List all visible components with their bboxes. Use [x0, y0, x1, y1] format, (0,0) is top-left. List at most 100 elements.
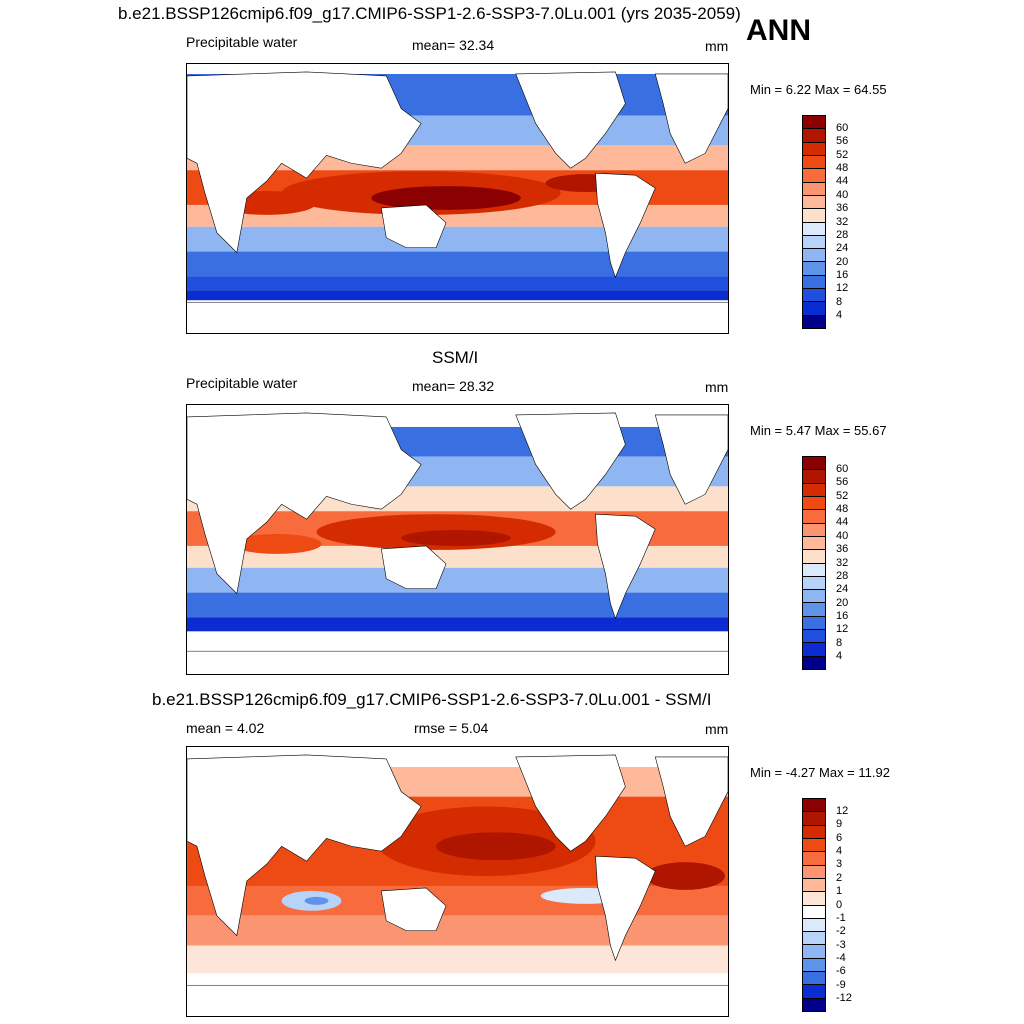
colorbar-tick-label: 8 [836, 295, 843, 308]
colorbar-swatch [803, 998, 825, 1011]
colorbar-tick-label: 16 [836, 269, 849, 281]
panel3-colorbar [802, 798, 826, 1012]
colorbar-swatch [803, 275, 825, 290]
colorbar-tick-label: 40 [836, 188, 849, 201]
colorbar-tick-label: 12 [836, 804, 849, 817]
colorbar-swatch [803, 262, 825, 276]
colorbar-tick-label: -3 [836, 938, 846, 951]
colorbar-tick-label: -6 [836, 965, 846, 978]
panel1-minmax: Min = 6.22 Max = 64.55 [750, 82, 887, 97]
colorbar-tick-label: 0 [836, 898, 843, 911]
panel2-minmax: Min = 5.47 Max = 55.67 [750, 423, 887, 438]
colorbar-tick-label: 2 [836, 871, 843, 884]
colorbar-tick-label: 48 [836, 503, 849, 515]
colorbar-swatch [803, 865, 825, 879]
colorbar-tick-label: 36 [836, 543, 849, 556]
season-label: ANN [746, 14, 811, 47]
colorbar-swatch [803, 315, 825, 328]
colorbar-tick-label: -1 [836, 911, 846, 924]
panel2-colorbar [802, 456, 826, 670]
colorbar-swatch [803, 129, 825, 143]
colorbar-tick-label: -2 [836, 925, 846, 938]
panel1-mean-label: mean= 32.34 [412, 37, 495, 53]
colorbar-tick-label: 32 [836, 556, 849, 569]
colorbar-tick-label: 52 [836, 489, 849, 502]
panel1-units-label: mm [705, 38, 729, 54]
colorbar-swatch [803, 209, 825, 223]
colorbar-tick-label: 44 [836, 175, 849, 188]
colorbar-tick-label: 1 [836, 885, 843, 898]
colorbar-swatch [803, 302, 825, 316]
panel3-rmse-label: rmse = 5.04 [414, 720, 489, 736]
colorbar-swatch [803, 812, 825, 826]
panel2-title: SSM/I [432, 348, 479, 367]
colorbar-tick-label: 20 [836, 596, 849, 609]
colorbar-swatch [803, 643, 825, 657]
colorbar-tick-label: 40 [836, 529, 849, 542]
panel3-map [186, 746, 729, 1017]
colorbar-tick-label: -4 [836, 952, 846, 964]
colorbar-swatch [803, 249, 825, 263]
colorbar-tick-label: 4 [836, 650, 843, 663]
colorbar-tick-label: 24 [836, 583, 849, 596]
colorbar-swatch [803, 972, 825, 986]
colorbar-swatch [803, 483, 825, 497]
colorbar-swatch [803, 878, 825, 893]
colorbar-swatch [803, 563, 825, 577]
panel3-mean-label: mean = 4.02 [186, 720, 265, 736]
colorbar-tick-label: -12 [836, 992, 852, 1005]
colorbar-swatch [803, 182, 825, 196]
colorbar-swatch [803, 852, 825, 866]
colorbar-swatch [803, 630, 825, 644]
colorbar-tick-label: 36 [836, 202, 849, 215]
colorbar-tick-label: 60 [836, 121, 849, 134]
panel1-map [186, 63, 729, 334]
panel2-map [186, 404, 729, 675]
colorbar-tick-label: 28 [836, 569, 849, 582]
colorbar-tick-label: 32 [836, 215, 849, 228]
colorbar-tick-label: 24 [836, 242, 849, 255]
colorbar-tick-label: 60 [836, 462, 849, 475]
colorbar-tick-label: 8 [836, 636, 843, 649]
colorbar-swatch [803, 195, 825, 210]
colorbar-swatch [803, 155, 825, 170]
colorbar-swatch [803, 892, 825, 906]
colorbar-swatch [803, 603, 825, 617]
colorbar-swatch [803, 985, 825, 999]
colorbar-swatch [803, 932, 825, 946]
colorbar-tick-label: 56 [836, 135, 849, 148]
colorbar-swatch [803, 470, 825, 484]
colorbar-swatch [803, 550, 825, 564]
colorbar-tick-label: 52 [836, 148, 849, 161]
colorbar-tick-label: 6 [836, 831, 843, 844]
colorbar-tick-label: 4 [836, 845, 843, 857]
colorbar-swatch [803, 142, 825, 156]
colorbar-swatch [803, 945, 825, 959]
panel2-units-label: mm [705, 379, 729, 395]
colorbar-swatch [803, 838, 825, 853]
colorbar-tick-label: -9 [836, 978, 846, 991]
colorbar-tick-label: 28 [836, 228, 849, 241]
colorbar-swatch [803, 536, 825, 551]
colorbar-tick-label: 56 [836, 476, 849, 489]
colorbar-tick-label: 3 [836, 858, 843, 871]
colorbar-swatch [803, 590, 825, 604]
colorbar-swatch [803, 116, 825, 130]
colorbar-swatch [803, 656, 825, 669]
colorbar-swatch [803, 169, 825, 183]
colorbar-swatch [803, 576, 825, 591]
colorbar-swatch [803, 905, 825, 919]
figure-title: b.e21.BSSP126cmip6.f09_g17.CMIP6-SSP1-2.… [118, 4, 741, 23]
colorbar-swatch [803, 799, 825, 813]
colorbar-tick-label: 12 [836, 282, 849, 295]
panel1-colorbar [802, 115, 826, 329]
colorbar-swatch [803, 457, 825, 471]
colorbar-tick-label: 12 [836, 623, 849, 636]
colorbar-swatch [803, 510, 825, 524]
panel2-mean-label: mean= 28.32 [412, 378, 495, 394]
panel2-variable-label: Precipitable water [186, 375, 298, 391]
colorbar-tick-label: 16 [836, 610, 849, 622]
colorbar-tick-label: 20 [836, 255, 849, 268]
panel3-title: b.e21.BSSP126cmip6.f09_g17.CMIP6-SSP1-2.… [152, 690, 712, 709]
panel3-minmax: Min = -4.27 Max = 11.92 [750, 765, 890, 780]
